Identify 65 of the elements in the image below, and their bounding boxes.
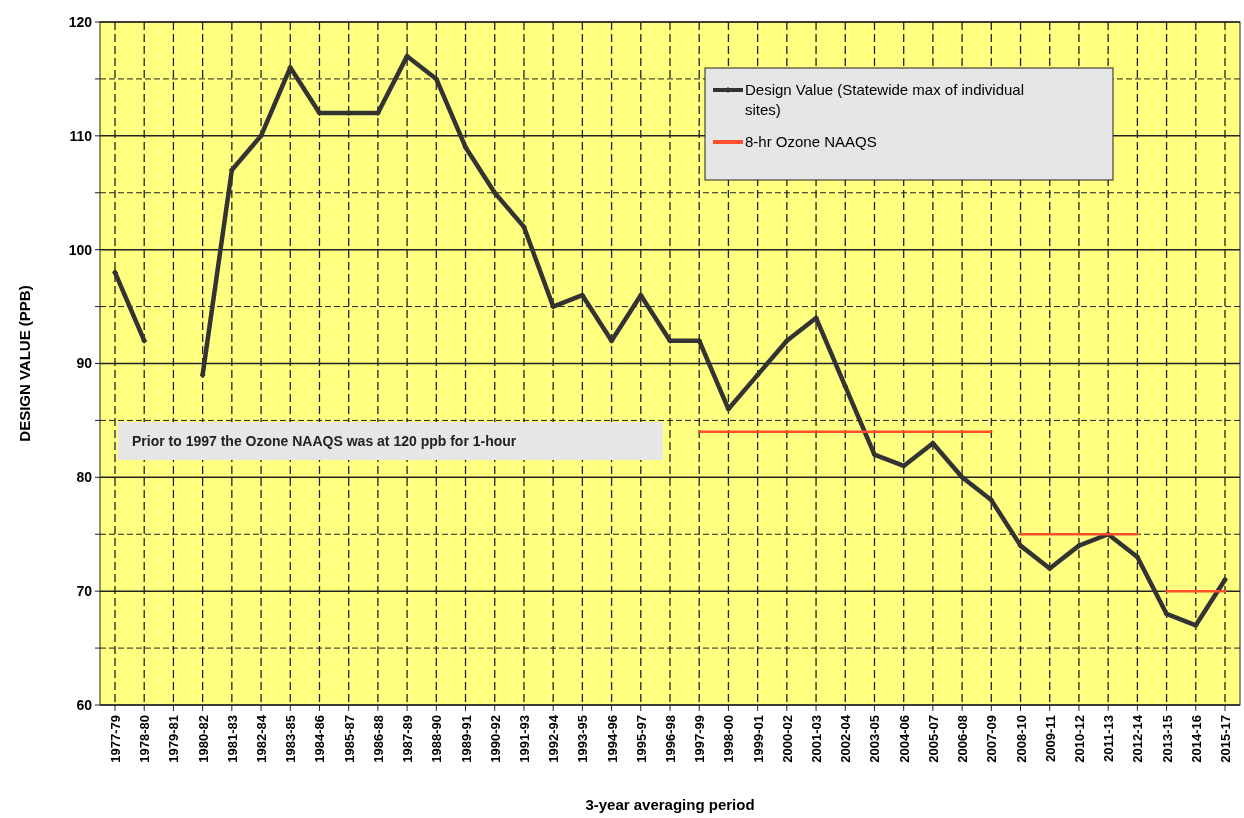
x-tick-label: 2004-06 xyxy=(896,715,912,763)
x-tick-label: 1997-99 xyxy=(692,715,708,763)
point xyxy=(433,75,440,82)
annotation: Prior to 1997 the Ozone NAAQS was at 120 ppb for 1-hour xyxy=(132,433,517,449)
x-tick-label: 1991-93 xyxy=(516,715,532,763)
point xyxy=(1134,554,1141,561)
y-tick-label: 60 xyxy=(76,696,93,713)
y-tick-label: 110 xyxy=(69,127,93,144)
x-tick-label: 1982-84 xyxy=(254,714,270,763)
x-tick-label: 2011-13 xyxy=(1101,715,1117,762)
point xyxy=(900,462,907,469)
y-tick-label: 80 xyxy=(76,469,93,486)
x-tick-label: 1998-00 xyxy=(721,715,737,763)
legend-label: Design Value (Statewide max of individual sites) xyxy=(745,81,1025,118)
x-tick-label: 1990-92 xyxy=(487,715,503,763)
x-tick-label: 1980-82 xyxy=(195,715,211,763)
x-tick-label: 1999-01 xyxy=(750,715,766,763)
x-tick-label: 2015-17 xyxy=(1218,715,1233,763)
y-tick-label: 90 xyxy=(76,355,93,372)
x-tick-label: 1983-85 xyxy=(283,715,299,763)
point xyxy=(1017,542,1024,549)
x-tick-label: 1996-98 xyxy=(663,715,678,763)
x-tick-label: 1981-83 xyxy=(224,715,240,763)
x-tick-label: 1992-94 xyxy=(546,714,562,763)
x-tick-label: 2003-05 xyxy=(867,715,883,763)
x-axis-title: 3-year averaging period xyxy=(585,796,755,813)
x-tick-label: 1987-89 xyxy=(400,715,416,763)
x-tick-label: 2010-12 xyxy=(1071,715,1087,763)
point xyxy=(783,337,790,344)
x-tick-label: 2009-11 xyxy=(1042,715,1058,762)
x-tick-label: 2014-16 xyxy=(1188,715,1204,763)
x-tick-label: 1977-79 xyxy=(108,715,123,763)
y-tick-label: 120 xyxy=(68,13,93,30)
x-tick-label: 2006-08 xyxy=(955,715,971,763)
x-tick-label: 2012-14 xyxy=(1130,714,1146,763)
x-tick-label: 1986-88 xyxy=(370,715,386,763)
x-tick-label: 2007-09 xyxy=(984,715,1000,763)
y-tick-label: 100 xyxy=(68,241,93,258)
x-tick-label: 1985-87 xyxy=(341,715,357,763)
x-tick-label: 1989-91 xyxy=(458,715,474,763)
point xyxy=(959,474,966,481)
point xyxy=(754,371,761,378)
point xyxy=(988,497,995,504)
x-tick-label: 1979-81 xyxy=(166,715,182,763)
point xyxy=(1163,610,1170,617)
x-tick-label: 1993-95 xyxy=(575,715,591,763)
point xyxy=(141,337,148,344)
legend-label: 8-hr Ozone NAAQS xyxy=(745,133,877,150)
x-tick-label: 1978-80 xyxy=(137,715,153,763)
x-tick-label: 2008-10 xyxy=(1013,715,1029,763)
x-tick-label: 2001-03 xyxy=(809,715,825,763)
x-tick-label: 2002-04 xyxy=(838,714,854,763)
x-tick-label: 1984-86 xyxy=(312,715,328,763)
x-tick-label: 2005-07 xyxy=(925,715,941,763)
point xyxy=(520,223,527,230)
point xyxy=(112,269,118,276)
x-tick-label: 2000-02 xyxy=(779,715,795,763)
x-tick-label: 1988-90 xyxy=(429,715,445,763)
point xyxy=(1222,576,1228,583)
y-tick-label: 70 xyxy=(76,583,93,600)
x-tick-label: 2013-15 xyxy=(1159,715,1175,763)
x-tick-label: 1994-96 xyxy=(604,715,620,763)
x-tick-label: 1995-97 xyxy=(633,715,649,763)
point xyxy=(1075,542,1082,549)
y-axis-title: DESIGN VALUE (PPB) xyxy=(16,285,33,442)
